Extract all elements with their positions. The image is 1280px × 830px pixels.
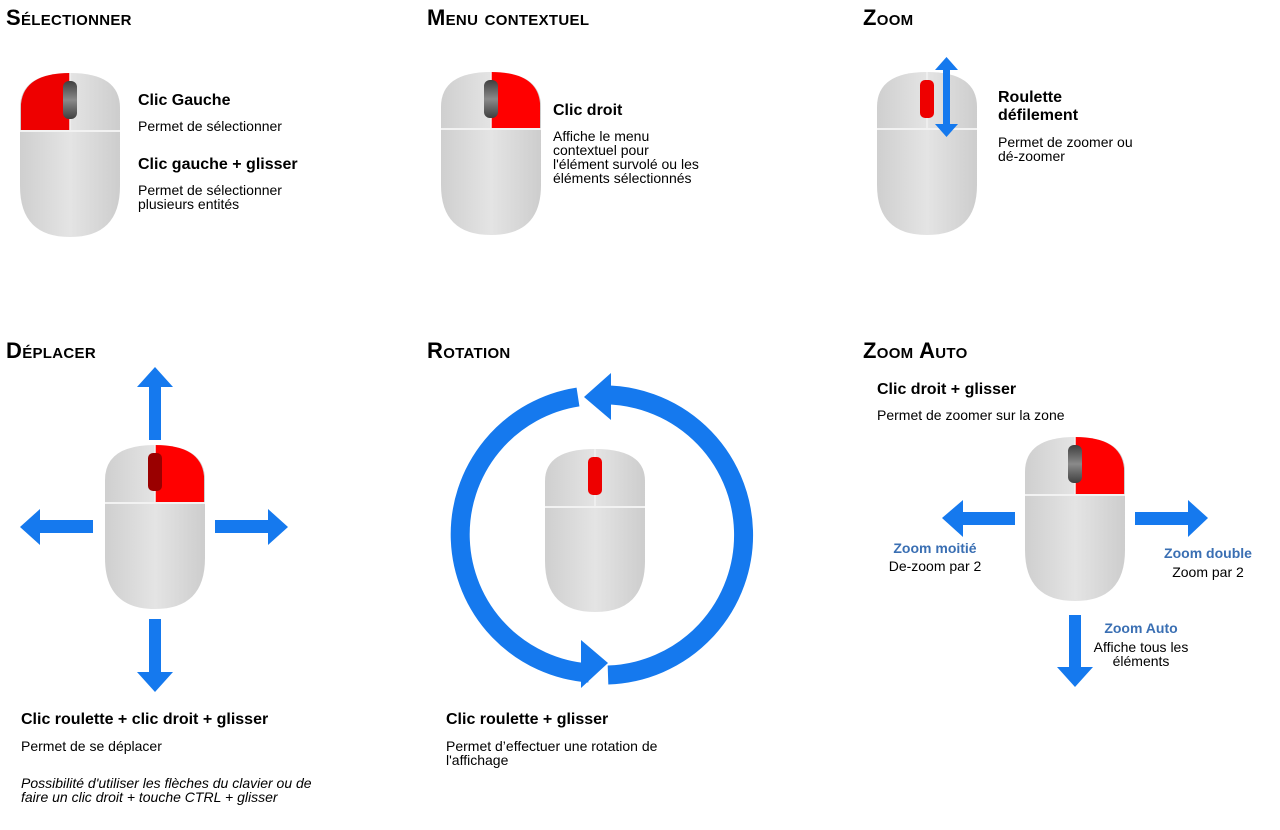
context-menu-action-description: Affiche le menu contextuel pour l'élémen… [553, 128, 699, 186]
zoom-half-description: De-zoom par 2 [888, 558, 982, 574]
zoom-auto-down-description: Affiche tous les éléments [1093, 639, 1189, 669]
rotation-action-description: Permet d’effectuer une rotation de l'aff… [446, 738, 658, 768]
context-menu-section-title: Menu contextuel [427, 5, 590, 30]
rotation-circle-arrows-icon [450, 385, 754, 685]
zoom-half-label: Zoom moitié [893, 540, 977, 556]
zoom-auto-section-title: Zoom Auto [863, 338, 968, 363]
rotation-action-label: Clic roulette + glisser [446, 711, 609, 728]
rotation-arrowheads [581, 373, 611, 688]
zoom-action-description: Permet de zoomer ou dé-zoomer [998, 134, 1133, 164]
pan-arrows-icon [20, 367, 288, 692]
select-section-title: Sélectionner [6, 5, 132, 30]
move-action-label: Clic roulette + clic droit + glisser [21, 711, 269, 728]
mouse-zoom-auto-icon [1025, 437, 1125, 601]
zoom-auto-action-label: Clic droit + glisser [877, 381, 1017, 398]
select-action-description: Permet de sélectionner [138, 118, 282, 134]
scroll-up-down-arrow-icon [935, 57, 958, 137]
select-action-label: Clic Gauche [138, 92, 231, 109]
zoom-auto-arrows-icon [942, 500, 1208, 687]
mouse-right-click-icon [441, 72, 541, 235]
move-keyboard-note: Possibilité d'utiliser les flèches du cl… [21, 775, 312, 805]
mouse-pan-icon [105, 445, 205, 609]
zoom-action-label: Roulette défilement [998, 89, 1079, 124]
rotation-section-title: Rotation [427, 338, 511, 363]
mouse-left-click-icon [20, 73, 120, 237]
zoom-auto-action-description: Permet de zoomer sur la zone [877, 407, 1065, 423]
mouse-wheel-click-icon [545, 449, 645, 612]
context-menu-action-label: Clic droit [553, 102, 623, 119]
zoom-auto-down-label: Zoom Auto [1104, 620, 1178, 636]
zoom-section-title: Zoom [863, 5, 914, 30]
multi-select-action-description: Permet de sélectionner plusieurs entités [138, 182, 282, 212]
zoom-double-description: Zoom par 2 [1172, 564, 1244, 580]
zoom-double-label: Zoom double [1164, 545, 1252, 561]
move-action-description: Permet de se déplacer [21, 738, 162, 754]
multi-select-action-label: Clic gauche + glisser [138, 156, 298, 173]
mouse-scroll-wheel-icon [877, 72, 977, 235]
move-section-title: Déplacer [6, 338, 96, 363]
